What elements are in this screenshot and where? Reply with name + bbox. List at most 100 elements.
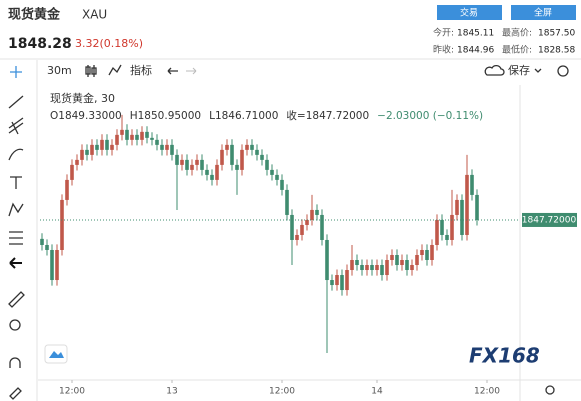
lock-tool[interactable] [9,387,22,400]
candle-body [130,134,134,140]
candle-body [75,159,79,165]
candle-body [410,265,414,271]
stat-label: 昨收: [433,44,454,56]
candle-body [195,159,199,165]
stat-label: 最高价: [502,27,532,39]
candle-body [425,249,429,261]
candle-body [290,214,294,240]
candle-body [380,265,384,276]
x-tick-label: 14 [371,387,383,397]
candle-body [440,219,444,235]
chart-type-icon[interactable] [85,65,97,77]
fullscreen-button-label[interactable]: 全屏 [534,7,552,19]
candle-body [80,149,84,160]
candle-body [335,275,339,286]
chart-title: 现货黄金, 30 [50,91,115,105]
candle-body [155,139,159,145]
candle-body [225,144,229,150]
candle-body [310,209,314,220]
save[interactable]: 保存 [508,63,530,77]
zoom-tool[interactable] [9,319,21,331]
candle-body [415,254,419,266]
candle-body [275,174,279,180]
ruler-tool[interactable] [8,291,25,308]
candle-body [315,209,319,215]
candle-body [445,234,449,240]
line-tool[interactable] [8,95,24,109]
candle-body [255,149,259,155]
candle-body [320,214,324,240]
candle-body [170,144,174,155]
candle-body [430,244,434,261]
candle-body [385,260,389,276]
stat-label: 今开: [433,27,454,39]
candle-body [330,280,334,286]
candle-body [95,144,99,150]
title: 现货黄金 [8,7,61,23]
interval[interactable]: 30m [47,64,72,77]
candle-body [165,144,169,150]
indicators[interactable]: 指标 [130,63,152,77]
brush-tool[interactable] [8,148,24,161]
candle-body [420,249,424,255]
trade-button-label[interactable]: 交易 [460,7,478,19]
settings-icon[interactable] [545,385,555,395]
ohlc-value: 收=1847.72000 [286,109,369,122]
magnet-tool[interactable] [9,357,21,368]
candle-body [200,159,204,170]
candle-body [240,149,244,170]
crosshair-tool[interactable] [10,66,22,78]
candle-body [245,144,249,150]
x-tick-label: 12:00 [59,387,85,397]
candle-body [295,234,299,240]
candle-body [145,131,149,138]
candle-body [345,270,349,291]
save-menu[interactable] [534,68,542,73]
candle-body [400,260,404,266]
x-tick-label: 13 [166,387,177,397]
fullscreen-button[interactable] [511,5,576,20]
pattern-tool[interactable] [8,202,24,217]
candle-body [120,129,124,135]
candle-body [150,137,154,140]
candle-body [370,265,374,271]
candle-body [355,260,359,266]
candle-body [85,149,89,155]
undo[interactable] [167,67,178,75]
candle-body [115,134,119,145]
candle-body [470,174,474,195]
candle-body [160,144,164,150]
indicators-icon[interactable] [108,64,122,76]
ohlc-value: H1850.95000 [130,110,201,122]
redo[interactable] [186,67,197,75]
candle-body [60,199,64,250]
x-tick-label: 12:00 [269,387,295,397]
watermark: FX168 [469,344,540,368]
candle-body [235,164,239,170]
candle-body [390,254,394,261]
candle-body [135,134,139,140]
last-price-label: 1847.72000 [522,215,577,225]
candle-body [140,131,144,140]
candle-body [215,164,219,180]
candle-body [250,144,254,150]
candle-body [350,260,354,271]
trade-button[interactable] [437,5,502,20]
candle-body [260,154,264,160]
candle-body [450,214,454,240]
ohlc-value: −2.03000 (−0.11%) [377,110,483,122]
fib-tool[interactable] [8,117,24,135]
change: 3.32(0.18%) [75,37,143,50]
stat-value: 1857.50 [538,29,575,39]
back-tool[interactable] [9,257,22,269]
prediction-tool[interactable] [9,231,23,245]
camera-icon[interactable] [557,65,569,77]
text-tool[interactable] [10,176,22,189]
symbol: XAU [82,8,107,22]
candle-body [230,144,234,165]
candle-body [305,219,309,225]
candle-body [175,154,179,165]
cloud-icon[interactable] [484,64,505,76]
candle-body [105,139,109,150]
